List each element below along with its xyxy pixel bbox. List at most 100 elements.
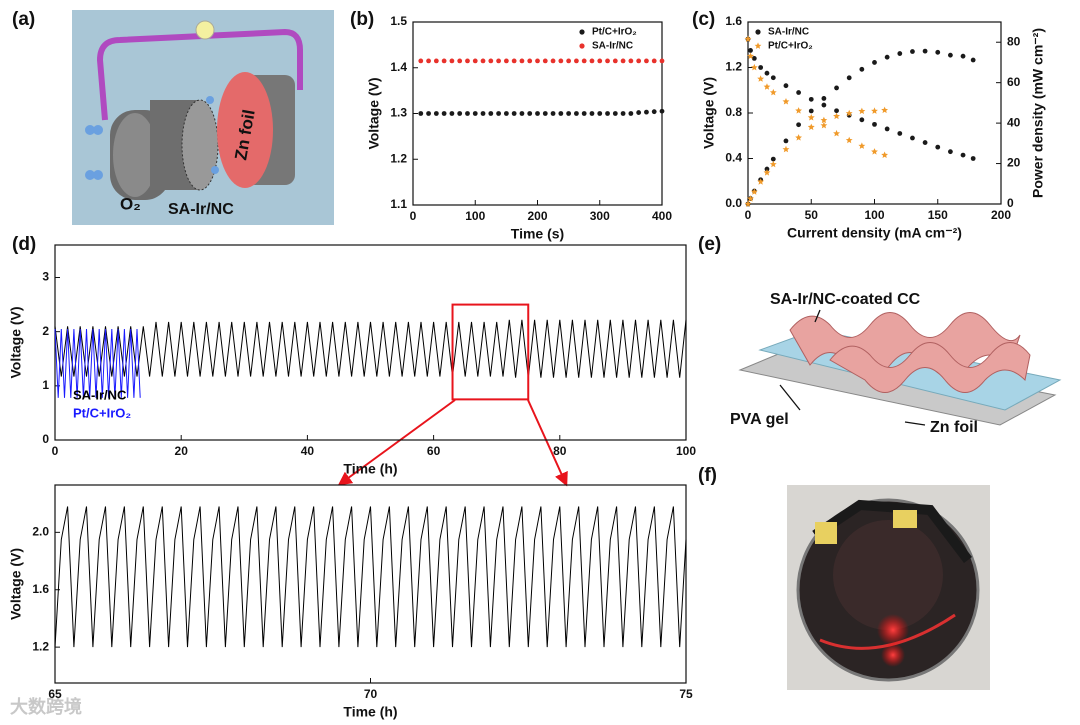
label: PVA gel <box>730 411 789 428</box>
data-point <box>783 83 789 89</box>
data-point <box>535 58 540 64</box>
data-point <box>433 111 439 116</box>
y2-tick-label: 60 <box>1007 75 1021 89</box>
photo-f <box>787 485 990 690</box>
data-point <box>808 108 814 114</box>
x-tick-label: 40 <box>301 444 315 458</box>
data-point <box>858 107 866 115</box>
y-tick-label: 1.6 <box>725 14 742 28</box>
y-tick-label: 1.4 <box>390 60 407 74</box>
data-point <box>922 140 928 145</box>
data-point <box>651 109 657 115</box>
x-tick-label: 0 <box>410 209 417 223</box>
data-point <box>550 111 556 116</box>
data-point <box>496 111 501 116</box>
y-tick-label: 1.2 <box>390 151 407 165</box>
y-axis-label: Voltage (V) <box>701 77 717 149</box>
data-point <box>782 98 790 105</box>
data-point <box>795 107 802 114</box>
data-point <box>859 117 865 123</box>
data-point <box>574 111 579 116</box>
data-point <box>472 111 478 116</box>
data-point <box>758 65 764 70</box>
data-point <box>764 70 770 76</box>
panel-label: (b) <box>350 9 374 30</box>
data-point <box>449 111 455 116</box>
data-point <box>511 58 517 64</box>
data-point <box>558 58 564 64</box>
data-point <box>620 111 626 116</box>
data-point <box>763 169 771 176</box>
data-point <box>769 88 777 96</box>
data-point <box>550 58 556 64</box>
x-axis-label: Time (h) <box>343 704 397 720</box>
y-tick-label: 2.0 <box>32 525 49 539</box>
legend-marker <box>579 29 585 35</box>
legend-marker <box>755 29 761 35</box>
data-point <box>612 58 618 64</box>
data-point <box>757 178 765 185</box>
x-axis-label: Time (s) <box>511 226 564 242</box>
data-point <box>472 58 478 64</box>
y-tick-label: 0.8 <box>725 105 742 119</box>
data-point <box>897 131 903 136</box>
data-point <box>418 111 424 116</box>
label: SA-Ir/NC <box>168 201 234 218</box>
data-point <box>441 111 447 116</box>
data-point <box>628 111 634 116</box>
x-tick-label: 150 <box>928 208 948 222</box>
illustration-a: O₂ SA-Ir/NC Zn foil <box>72 10 334 225</box>
data-point <box>935 144 941 150</box>
data-point <box>744 35 752 42</box>
data-point <box>519 58 525 64</box>
data-point <box>433 58 439 64</box>
data-point <box>503 111 509 116</box>
data-point <box>910 135 915 141</box>
panel-label: (d) <box>12 234 36 255</box>
data-point <box>948 52 953 58</box>
data-point <box>535 111 540 116</box>
data-point <box>757 75 765 82</box>
data-point <box>948 149 953 155</box>
data-point <box>566 58 572 64</box>
data-point <box>770 75 776 81</box>
data-point <box>605 58 610 64</box>
data-point <box>542 111 548 116</box>
data-point <box>597 111 603 116</box>
y2-tick-label: 80 <box>1007 34 1021 48</box>
label: SA-Ir/NC-coated CC <box>770 291 921 308</box>
data-point <box>750 63 758 71</box>
y-tick-label: 0.0 <box>725 196 742 210</box>
x-axis-label: Time (h) <box>343 461 397 477</box>
data-point <box>659 58 665 64</box>
data-point <box>846 75 852 81</box>
data-point <box>426 111 431 116</box>
panel-label: (f) <box>698 465 717 486</box>
data-point <box>807 114 815 121</box>
data-point <box>769 160 777 168</box>
x-tick-label: 0 <box>52 444 59 458</box>
data-point <box>960 53 966 59</box>
y2-tick-label: 40 <box>1007 115 1021 129</box>
data-point <box>834 108 839 114</box>
data-point <box>881 151 888 158</box>
data-point <box>605 111 610 116</box>
data-point <box>884 54 890 60</box>
data-point <box>644 109 649 115</box>
x-tick-label: 300 <box>590 209 610 223</box>
data-point <box>581 58 587 64</box>
x-axis-label: Current density (mA cm⁻²) <box>787 225 962 241</box>
x-tick-label: 20 <box>175 444 189 458</box>
data-point <box>636 58 642 64</box>
data-point <box>795 134 802 141</box>
data-point <box>542 58 548 64</box>
data-point <box>527 111 533 116</box>
legend-label: SA-Ir/NC <box>73 387 127 402</box>
y2-axis-label: Power density (mW cm⁻²) <box>1030 28 1046 198</box>
highlight-box <box>451 303 530 401</box>
x-tick-label: 75 <box>679 687 693 701</box>
y-tick-label: 0.4 <box>725 151 742 165</box>
y2-tick-label: 20 <box>1007 156 1021 170</box>
data-point <box>488 58 494 64</box>
